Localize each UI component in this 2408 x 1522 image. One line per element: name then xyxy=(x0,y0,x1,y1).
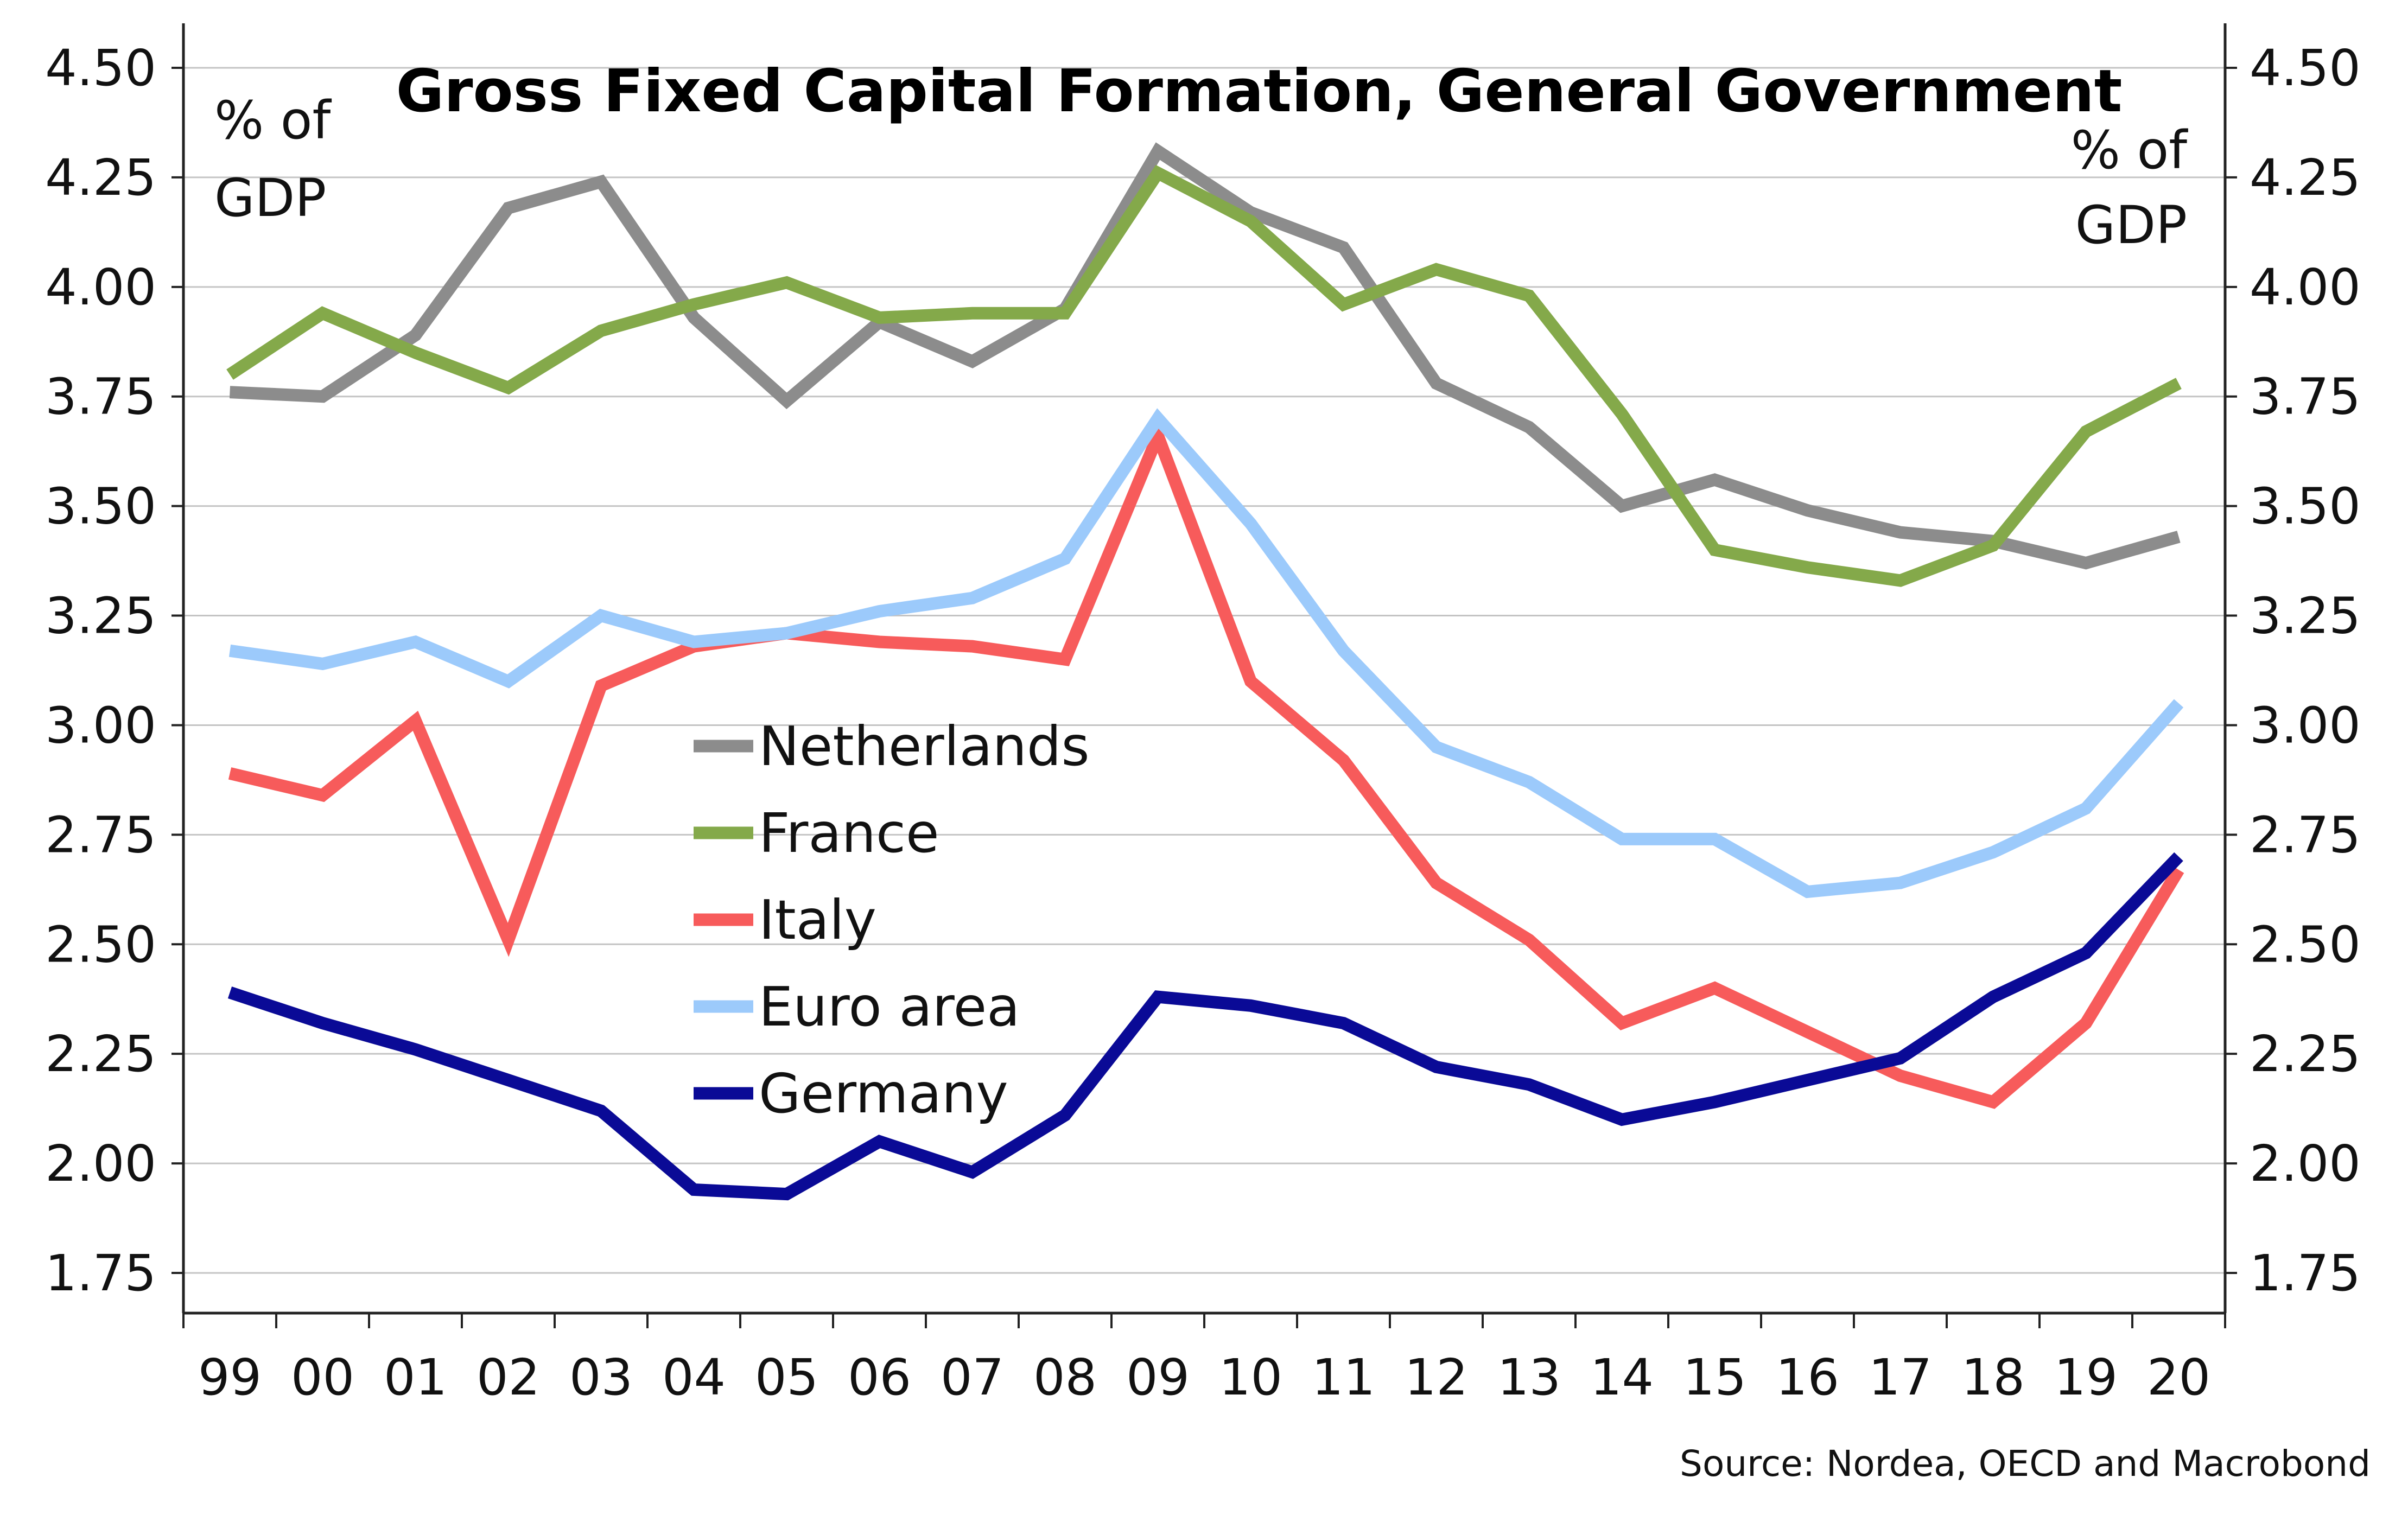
y-tick-label-left: 4.00 xyxy=(45,258,156,316)
legend-label: Germany xyxy=(759,1062,1008,1125)
x-tick-label: 16 xyxy=(1776,1348,1839,1406)
x-tick-label: 04 xyxy=(662,1348,726,1406)
y-tick-label-left: 3.50 xyxy=(45,477,156,536)
legend-label: Italy xyxy=(759,888,876,952)
legend-label: Netherlands xyxy=(759,715,1090,778)
x-tick-label: 12 xyxy=(1405,1348,1468,1406)
y-tick-label-left: 3.75 xyxy=(45,368,156,426)
right-unit-line2: GDP xyxy=(2075,195,2187,256)
x-tick-label: 18 xyxy=(1961,1348,2025,1406)
x-tick-label: 03 xyxy=(569,1348,633,1406)
y-tick-label-right: 3.00 xyxy=(2250,696,2361,754)
y-tick-label-left: 2.75 xyxy=(45,806,156,864)
legend-label: Euro area xyxy=(759,975,1020,1039)
series-line-italy xyxy=(228,419,2184,1109)
x-tick-label: 15 xyxy=(1683,1348,1746,1406)
x-tick-label: 09 xyxy=(1126,1348,1190,1406)
y-tick-label-right: 3.75 xyxy=(2250,368,2361,426)
x-tick-label: 13 xyxy=(1497,1348,1561,1406)
y-tick-label-left: 3.25 xyxy=(45,587,156,645)
left-unit-line1: % of xyxy=(214,90,332,151)
x-tick-label: 01 xyxy=(384,1348,447,1406)
series-line-france xyxy=(226,164,2182,587)
x-tick-label: 19 xyxy=(2054,1348,2118,1406)
series-line-netherlands xyxy=(229,142,2181,570)
y-axis-right: 4.50 4.25 4.00 3.75 3.50 3.25 3.00 2.75 2.50 2.25… xyxy=(2225,39,2361,1302)
x-tick-label: 06 xyxy=(848,1348,911,1406)
y-tick-label-right: 4.00 xyxy=(2250,258,2361,316)
y-tick-label-left: 2.50 xyxy=(45,915,156,973)
series-lines xyxy=(226,142,2184,1201)
x-tick-label: 02 xyxy=(476,1348,540,1406)
x-axis: 99 00 01 02 03 04 05 06 07 08 09 10 11 12 13 14 15 16 17 18… xyxy=(182,1313,2226,1406)
y-tick-label-right: 2.75 xyxy=(2250,806,2361,864)
y-axis-left: 4.50 4.25 4.00 3.75 3.50 3.25 3.00 2.75 2.50 2.25… xyxy=(45,39,183,1302)
chart-title: Gross Fixed Capital Formation, General G… xyxy=(396,58,2123,125)
y-tick-label-right: 4.25 xyxy=(2250,149,2361,207)
legend-label: France xyxy=(759,801,939,865)
y-tick-label-left: 1.75 xyxy=(45,1244,156,1302)
x-tick-label: 17 xyxy=(1869,1348,1932,1406)
right-unit-line1: % of xyxy=(2071,120,2188,181)
x-tick-label: 20 xyxy=(2147,1348,2210,1406)
source-note: Source: Nordea, OECD and Macrobond xyxy=(1680,1443,2371,1485)
y-tick-label-right: 1.75 xyxy=(2250,1244,2361,1302)
legend: Netherlands France Italy Euro area Germany xyxy=(694,715,1090,1125)
x-tick-label: 05 xyxy=(755,1348,818,1406)
y-tick-label-left: 2.25 xyxy=(45,1025,156,1083)
y-tick-label-left: 4.25 xyxy=(45,149,156,207)
series-line-germany xyxy=(227,852,2183,1201)
y-tick-label-left: 2.00 xyxy=(45,1135,156,1193)
y-tick-label-right: 4.50 xyxy=(2250,39,2361,97)
x-tick-label: 99 xyxy=(198,1348,262,1406)
left-unit-line2: GDP xyxy=(214,168,326,228)
series-line-euro-area xyxy=(228,408,2184,899)
y-tick-label-right: 2.50 xyxy=(2250,915,2361,973)
x-tick-label: 14 xyxy=(1590,1348,1654,1406)
x-tick-label: 07 xyxy=(941,1348,1004,1406)
y-tick-label-right: 3.50 xyxy=(2250,477,2361,536)
y-tick-label-right: 2.00 xyxy=(2250,1135,2361,1193)
x-tick-label: 08 xyxy=(1033,1348,1097,1406)
x-tick-label: 11 xyxy=(1312,1348,1375,1406)
y-tick-label-right: 3.25 xyxy=(2250,587,2361,645)
x-tick-label: 00 xyxy=(291,1348,354,1406)
y-tick-label-right: 2.25 xyxy=(2250,1025,2361,1083)
y-tick-label-left: 4.50 xyxy=(45,39,156,97)
y-tick-label-left: 3.00 xyxy=(45,696,156,754)
x-tick-label: 10 xyxy=(1219,1348,1282,1406)
